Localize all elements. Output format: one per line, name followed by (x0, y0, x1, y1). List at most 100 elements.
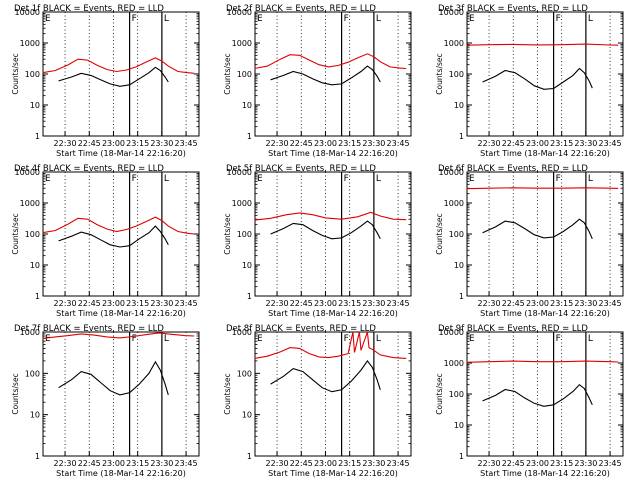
x-tick-label: 23:15 (550, 139, 573, 148)
flag-label: L (588, 174, 593, 184)
x-axis-label: Start Time (18-Mar-14 22:16:20) (56, 309, 186, 318)
chart-title: Det 4f BLACK = Events, RED = LLD (14, 164, 164, 174)
x-tick-label: 23:00 (526, 299, 549, 308)
y-tick-label: 100 (237, 369, 252, 378)
y-tick-label: 1 (247, 292, 252, 301)
x-tick-label: 23:00 (102, 299, 125, 308)
y-tick-label: 100 (449, 390, 464, 399)
flag-label: L (588, 14, 593, 24)
x-tick-label: 23:15 (126, 299, 149, 308)
y-tick-label: 100 (237, 70, 252, 79)
x-tick-label: 23:15 (338, 139, 361, 148)
x-axis-label: Start Time (18-Mar-14 22:16:20) (480, 469, 610, 478)
flag-label: L (588, 334, 593, 344)
y-tick-label: 100 (449, 230, 464, 239)
chart-title: Det 7f BLACK = Events, RED = LLD (14, 324, 164, 334)
x-tick-label: 23:15 (550, 459, 573, 468)
series-line-events (270, 220, 381, 240)
y-tick-label: 1 (35, 292, 40, 301)
x-axis-label: Start Time (18-Mar-14 22:16:20) (268, 309, 398, 318)
y-axis-label: Counts/sec (11, 53, 20, 94)
flag-label: F (132, 174, 137, 184)
x-tick-label: 22:45 (290, 459, 313, 468)
y-tick-label: 1000 (444, 359, 464, 368)
x-tick-label: 22:30 (266, 459, 289, 468)
y-tick-label: 1000 (232, 199, 252, 208)
chart-title: Det 5f BLACK = Events, RED = LLD (226, 164, 376, 174)
panel-det-7: Det 7f BLACK = Events, RED = LLD 1 10 100 10… (11, 324, 200, 478)
panel-det-1: Det 1f BLACK = Events, RED = LLD 1 10 100 10… (11, 4, 200, 158)
plot-frame (254, 331, 412, 457)
x-tick-label: 23:30 (362, 139, 385, 148)
x-axis-label: Start Time (18-Mar-14 22:16:20) (480, 309, 610, 318)
x-tick-label: 23:30 (574, 459, 597, 468)
x-tick-label: 23:00 (526, 459, 549, 468)
y-tick-label: 1000 (20, 199, 40, 208)
flag-label: L (164, 334, 169, 344)
series-line-events (58, 360, 169, 396)
x-tick-label: 22:45 (502, 299, 525, 308)
panel-det-6: Det 6f BLACK = Events, RED = LLD 1 10 100 10… (435, 164, 624, 318)
flag-label: E (257, 334, 263, 344)
flag-label: L (164, 14, 169, 24)
x-tick-label: 23:45 (175, 139, 198, 148)
series-line-lld (42, 332, 195, 339)
panel-det-5: Det 5f BLACK = Events, RED = LLD 1 10 100 10… (223, 164, 412, 318)
x-tick-label: 22:30 (478, 139, 501, 148)
panel-det-4: Det 4f BLACK = Events, RED = LLD 1 10 100 10… (11, 164, 200, 318)
flag-label: F (556, 174, 561, 184)
x-tick-label: 22:45 (78, 299, 101, 308)
x-tick-label: 23:45 (387, 299, 410, 308)
x-tick-label: 23:45 (175, 459, 198, 468)
y-tick-label: 10 (454, 261, 464, 270)
flag-label: L (376, 334, 381, 344)
flag-label: E (469, 334, 475, 344)
x-axis-label: Start Time (18-Mar-14 22:16:20) (480, 149, 610, 158)
flag-label: E (257, 174, 263, 184)
flag-label: F (344, 14, 349, 24)
flag-label: F (132, 14, 137, 24)
x-tick-label: 23:00 (314, 139, 337, 148)
x-tick-label: 22:30 (478, 459, 501, 468)
series-line-lld (42, 216, 195, 235)
x-tick-label: 23:30 (574, 139, 597, 148)
x-tick-label: 23:00 (314, 299, 337, 308)
x-tick-label: 23:15 (550, 299, 573, 308)
y-tick-label: 1000 (444, 199, 464, 208)
x-tick-label: 23:30 (362, 299, 385, 308)
flag-label: E (45, 174, 51, 184)
x-tick-label: 23:45 (599, 299, 622, 308)
y-tick-label: 100 (25, 230, 40, 239)
x-tick-label: 22:30 (478, 299, 501, 308)
flag-label: L (164, 174, 169, 184)
x-tick-label: 22:45 (502, 459, 525, 468)
x-tick-label: 22:30 (266, 299, 289, 308)
x-tick-label: 23:00 (526, 139, 549, 148)
y-tick-label: 10 (454, 101, 464, 110)
y-tick-label: 100 (449, 70, 464, 79)
y-tick-label: 100 (25, 369, 40, 378)
y-tick-label: 1 (459, 452, 464, 461)
series-line-events (482, 383, 593, 407)
flag-label: F (132, 334, 137, 344)
series-line-events (270, 359, 381, 393)
x-tick-label: 22:30 (266, 139, 289, 148)
y-axis-label: Counts/sec (223, 373, 232, 414)
flag-label: F (344, 334, 349, 344)
y-tick-label: 10000 (439, 328, 464, 337)
flag-label: F (344, 174, 349, 184)
x-tick-label: 22:45 (290, 139, 313, 148)
series-line-lld (42, 57, 195, 74)
x-tick-label: 23:00 (102, 139, 125, 148)
x-tick-label: 23:30 (150, 299, 173, 308)
x-tick-label: 23:45 (387, 139, 410, 148)
plot-frame (42, 331, 200, 457)
y-tick-label: 10000 (15, 168, 40, 177)
flag-label: F (556, 14, 561, 24)
series-line-lld (254, 331, 407, 359)
y-tick-label: 10 (454, 421, 464, 430)
y-tick-label: 1 (35, 132, 40, 141)
y-axis-label: Counts/sec (435, 213, 444, 254)
series-line-lld (466, 43, 619, 46)
